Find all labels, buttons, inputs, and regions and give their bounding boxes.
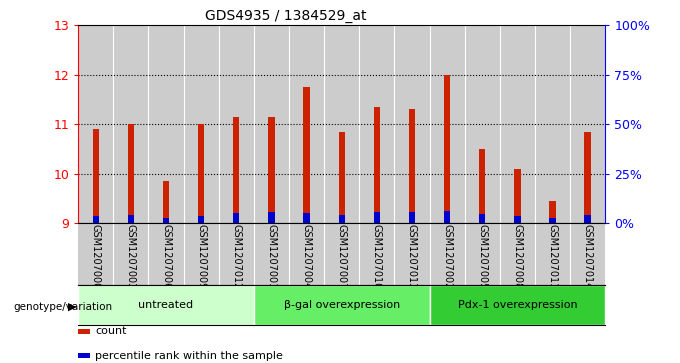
Text: GSM1207007: GSM1207007 xyxy=(337,224,347,290)
Bar xyxy=(409,110,415,223)
Bar xyxy=(163,181,169,223)
Bar xyxy=(324,25,359,223)
Text: GSM1207003: GSM1207003 xyxy=(126,224,136,290)
Bar xyxy=(254,25,289,223)
Bar xyxy=(535,25,570,223)
Bar xyxy=(444,211,450,223)
Bar xyxy=(233,213,239,223)
Bar xyxy=(359,25,394,223)
Bar xyxy=(92,216,99,223)
Bar xyxy=(269,212,275,223)
Bar xyxy=(500,25,535,223)
Text: genotype/variation: genotype/variation xyxy=(14,302,113,312)
Bar xyxy=(430,25,464,223)
Bar xyxy=(163,218,169,223)
Bar xyxy=(198,124,204,223)
Bar xyxy=(374,107,380,223)
Bar xyxy=(514,169,520,223)
Text: GSM1207009: GSM1207009 xyxy=(196,224,206,290)
Text: GSM1207013: GSM1207013 xyxy=(407,224,417,290)
Bar xyxy=(269,117,275,223)
Bar xyxy=(233,117,239,223)
Bar xyxy=(464,25,500,223)
Text: GSM1207008: GSM1207008 xyxy=(512,224,522,290)
Text: count: count xyxy=(95,326,126,336)
Text: GSM1207001: GSM1207001 xyxy=(267,224,277,290)
Bar xyxy=(570,25,605,223)
Text: percentile rank within the sample: percentile rank within the sample xyxy=(95,351,283,360)
Bar xyxy=(92,129,99,223)
Text: GSM1207000: GSM1207000 xyxy=(90,224,101,290)
Bar xyxy=(444,75,450,223)
Bar xyxy=(148,25,184,223)
Bar xyxy=(128,124,134,223)
Text: GSM1207004: GSM1207004 xyxy=(301,224,311,290)
Bar xyxy=(254,285,430,325)
Text: GSM1207005: GSM1207005 xyxy=(477,224,488,290)
Text: GSM1207014: GSM1207014 xyxy=(583,224,593,290)
Bar xyxy=(303,213,309,223)
Bar xyxy=(339,215,345,223)
Bar xyxy=(479,214,486,223)
Text: GSM1207012: GSM1207012 xyxy=(231,224,241,290)
Bar xyxy=(198,216,204,223)
Bar xyxy=(514,216,520,223)
Text: GSM1207006: GSM1207006 xyxy=(161,224,171,290)
Bar xyxy=(585,132,591,223)
Bar xyxy=(374,212,380,223)
Bar xyxy=(339,132,345,223)
Bar xyxy=(409,212,415,223)
Text: untreated: untreated xyxy=(139,300,194,310)
Bar xyxy=(114,25,148,223)
Text: GDS4935 / 1384529_at: GDS4935 / 1384529_at xyxy=(205,9,367,23)
Bar xyxy=(430,285,605,325)
Bar xyxy=(303,87,309,223)
Text: Pdx-1 overexpression: Pdx-1 overexpression xyxy=(458,300,577,310)
Bar xyxy=(549,201,556,223)
Bar xyxy=(184,25,219,223)
Text: ▶: ▶ xyxy=(67,302,76,312)
Bar xyxy=(585,215,591,223)
Bar xyxy=(78,285,254,325)
Text: β-gal overexpression: β-gal overexpression xyxy=(284,300,400,310)
Bar xyxy=(479,149,486,223)
Bar xyxy=(219,25,254,223)
Text: GSM1207010: GSM1207010 xyxy=(372,224,382,290)
Bar xyxy=(128,215,134,223)
Bar xyxy=(289,25,324,223)
Text: GSM1207002: GSM1207002 xyxy=(442,224,452,290)
Text: GSM1207011: GSM1207011 xyxy=(547,224,558,290)
Bar xyxy=(78,25,114,223)
Bar xyxy=(549,218,556,223)
Bar xyxy=(394,25,430,223)
